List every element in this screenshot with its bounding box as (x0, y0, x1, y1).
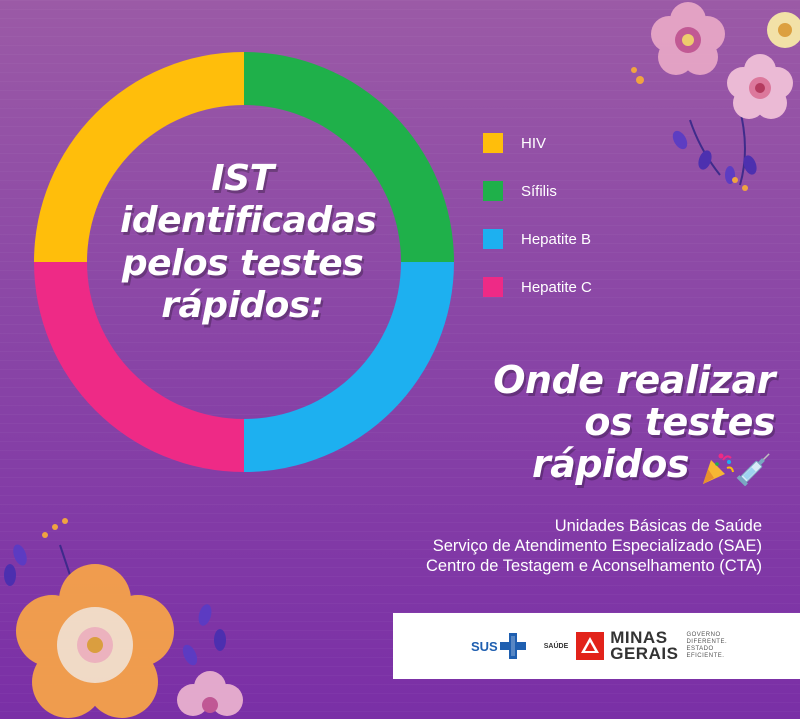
legend-swatch (483, 133, 503, 153)
legend-item-hepatite-c: Hepatite C (483, 276, 683, 298)
slogan-line-3: ESTADO (686, 646, 714, 652)
minas-gerais-triangle-icon (576, 632, 605, 660)
syringe-icon (736, 453, 770, 487)
place-cta: Centro de Testagem e Aconselhamento (CTA… (426, 557, 762, 575)
legend-label: Hepatite C (521, 278, 592, 296)
legend-label: HIV (521, 134, 547, 152)
legend-swatch (483, 181, 503, 201)
headline-line-3-wrap: rápidos (455, 441, 775, 487)
testing-places-list: Unidades Básicas de Saúde Serviço de Ate… (426, 516, 762, 576)
saude-label: SAÚDE (543, 642, 569, 650)
minas-gerais-text: MINAS GERAIS (610, 628, 679, 663)
sus-cross-icon (499, 633, 526, 659)
donut-slice-s-filis (244, 52, 454, 262)
headline: Onde realizar os testes rápidos (455, 358, 776, 487)
minas-gerais-logo: MINAS GERAIS GOVERNO DIFERENTE. ESTADO E… (576, 628, 727, 663)
donut-slice-hepatite-c (34, 262, 244, 472)
slogan-line-4: EFICIENTE. (686, 653, 725, 659)
gerais-text: GERAIS (610, 644, 679, 663)
slogan-line-2: DIFERENTE. (686, 639, 728, 645)
legend-item-sifilis: Sífilis (483, 180, 683, 202)
chart-legend: HIV Sífilis Hepatite B Hepatite C (483, 132, 683, 324)
emoji-group (699, 445, 775, 487)
legend-swatch (483, 277, 503, 297)
headline-line-3: rápidos (531, 441, 690, 486)
donut-chart (34, 52, 454, 472)
donut-slice-hiv (34, 52, 244, 262)
sus-logo-text: SUS (471, 638, 498, 654)
donut-slice-hepatite-b (244, 262, 454, 472)
legend-item-hepatite-b: Hepatite B (483, 228, 683, 250)
flowers-bottom-left (4, 518, 243, 718)
place-sae: Serviço de Atendimento Especializado (SA… (432, 537, 762, 555)
logo-bar: SUS SAÚDE MINAS GERAIS GOVERNO DIFERENTE… (393, 613, 800, 679)
sus-logo: SUS (471, 633, 526, 659)
legend-item-hiv: HIV (483, 132, 683, 154)
party-popper-icon (703, 453, 734, 484)
government-slogan: GOVERNO DIFERENTE. ESTADO EFICIENTE. (686, 632, 727, 660)
place-ubs: Unidades Básicas de Saúde (554, 517, 762, 535)
legend-swatch (483, 229, 503, 249)
minas-text: MINAS (610, 628, 668, 647)
legend-label: Hepatite B (521, 230, 592, 248)
center-title: IST identificadas pelos testes rápidos: (120, 158, 377, 327)
legend-label: Sífilis (521, 182, 557, 200)
headline-line-2: os testes (584, 399, 775, 444)
slogan-line-1: GOVERNO (686, 632, 721, 638)
headline-line-1: Onde realizar (493, 358, 775, 402)
